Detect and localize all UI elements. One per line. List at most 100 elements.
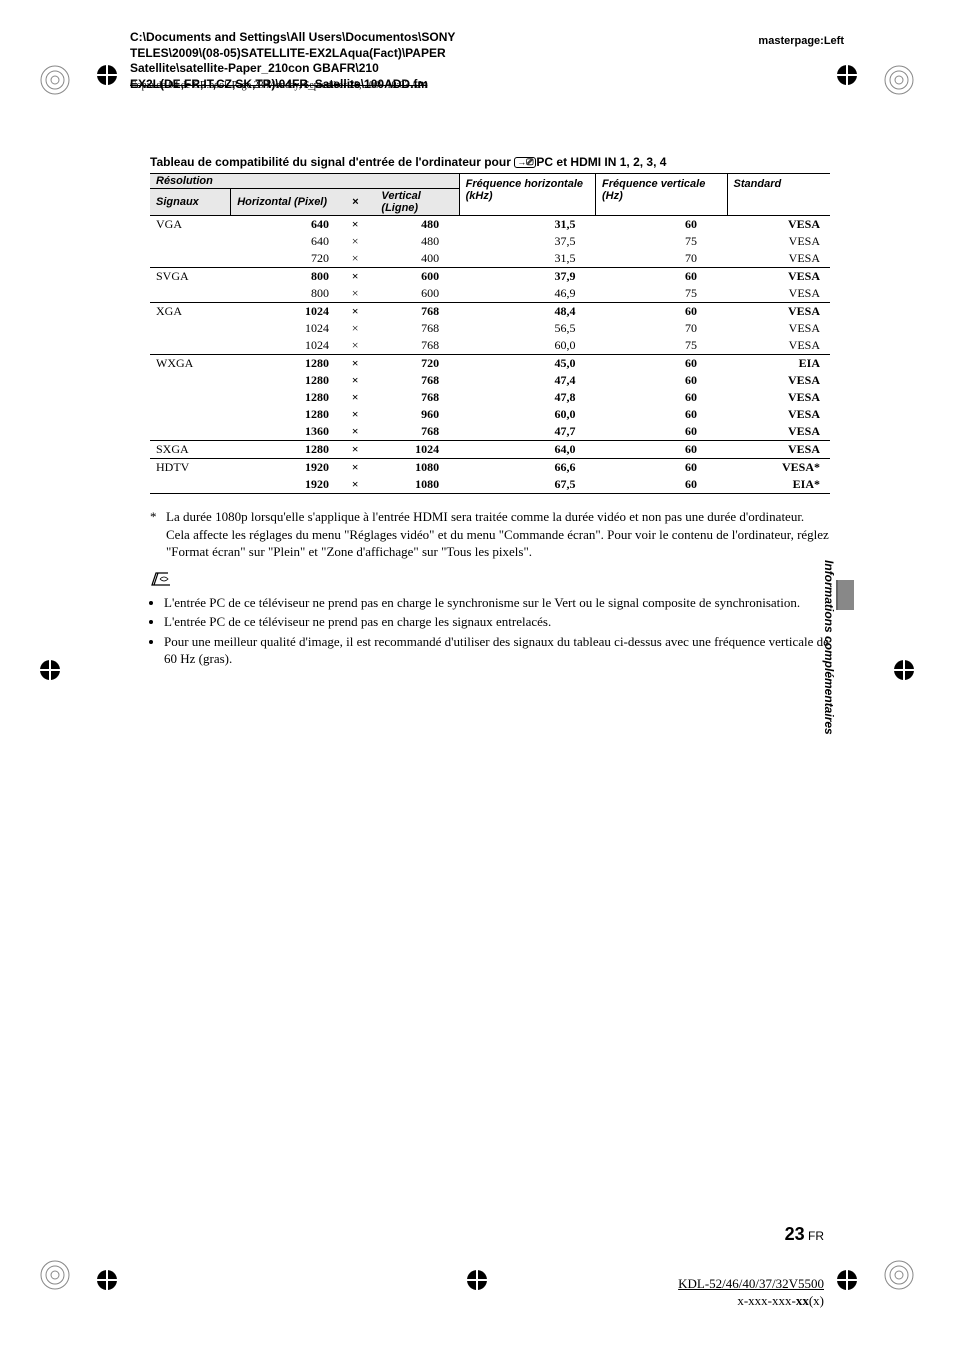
table-cell: × <box>335 216 375 234</box>
table-cell <box>150 372 231 389</box>
table-row: 1360×76847,760VESA <box>150 423 830 441</box>
table-cell: 1024 <box>231 337 335 355</box>
table-cell: SXGA <box>150 441 231 459</box>
table-cell: 56,5 <box>459 320 595 337</box>
table-cell: × <box>335 303 375 321</box>
table-title: Tableau de compatibilité du signal d'ent… <box>150 155 830 169</box>
table-row: 640×48037,575VESA <box>150 233 830 250</box>
title-suffix: PC et HDMI IN 1, 2, 3, 4 <box>536 155 666 169</box>
note-bullet-2: Pour une meilleur qualité d'image, il es… <box>164 633 830 668</box>
table-cell: 46,9 <box>459 285 595 303</box>
pc-input-icon: →⎚ <box>514 157 536 168</box>
footnote-text: La durée 1080p lorsqu'elle s'applique à … <box>166 508 830 561</box>
table-cell: 37,5 <box>459 233 595 250</box>
table-cell: × <box>335 459 375 477</box>
table-cell: 66,6 <box>459 459 595 477</box>
table-cell: EIA* <box>727 476 830 494</box>
table-cell: × <box>335 320 375 337</box>
crop-mark-bot-left-2 <box>92 1265 122 1295</box>
table-cell: 480 <box>375 216 459 234</box>
th-freq-h: Fréquence horizontale (kHz) <box>459 174 595 216</box>
table-cell: × <box>335 268 375 286</box>
table-row: WXGA1280×72045,060EIA <box>150 355 830 373</box>
table-cell: 768 <box>375 423 459 441</box>
crop-mark-bot-left <box>35 1255 75 1295</box>
table-cell: 720 <box>375 355 459 373</box>
table-row: 1280×76847,460VESA <box>150 372 830 389</box>
table-cell: 768 <box>375 320 459 337</box>
table-cell: × <box>335 233 375 250</box>
table-cell: 600 <box>375 268 459 286</box>
footnote: * La durée 1080p lorsqu'elle s'applique … <box>150 508 830 561</box>
footer-line2: x-xxx-xxx-xx(x) <box>678 1293 824 1310</box>
table-cell: 60 <box>596 459 728 477</box>
table-cell: EIA <box>727 355 830 373</box>
table-cell: 70 <box>596 320 728 337</box>
table-cell: VGA <box>150 216 231 234</box>
table-cell: × <box>335 406 375 423</box>
path-line-2: Satellite\satellite-Paper_210con GBAFR\2… <box>130 61 455 77</box>
strike-revision-line: Copia de 04 de GB.book Page 23 Monday, S… <box>130 80 427 91</box>
table-cell: 60 <box>596 441 728 459</box>
table-cell: 47,8 <box>459 389 595 406</box>
table-cell: 1280 <box>231 389 335 406</box>
th-standard: Standard <box>727 174 830 216</box>
table-cell: 60 <box>596 406 728 423</box>
table-cell: 60 <box>596 423 728 441</box>
table-cell: VESA <box>727 441 830 459</box>
crop-mark-mid-right <box>889 655 919 685</box>
notes-list: L'entrée PC de ce téléviseur ne prend pa… <box>150 594 830 668</box>
table-cell: 640 <box>231 216 335 234</box>
th-signaux: Signaux <box>150 189 231 216</box>
table-cell: × <box>335 423 375 441</box>
crop-mark-mid-left <box>35 655 65 685</box>
table-cell: × <box>335 372 375 389</box>
table-cell: 67,5 <box>459 476 595 494</box>
table-row: SVGA800×60037,960VESA <box>150 268 830 286</box>
table-cell: 31,5 <box>459 250 595 268</box>
table-cell: 1080 <box>375 459 459 477</box>
table-cell: 48,4 <box>459 303 595 321</box>
table-cell: × <box>335 355 375 373</box>
table-cell <box>150 406 231 423</box>
title-prefix: Tableau de compatibilité du signal d'ent… <box>150 155 514 169</box>
table-cell <box>150 423 231 441</box>
table-row: VGA640×48031,560VESA <box>150 216 830 234</box>
table-cell: 1360 <box>231 423 335 441</box>
table-cell <box>150 337 231 355</box>
table-cell: 60,0 <box>459 337 595 355</box>
table-cell: VESA <box>727 303 830 321</box>
resolution-header: Résolution <box>150 174 459 189</box>
table-cell: 600 <box>375 285 459 303</box>
table-cell: 47,4 <box>459 372 595 389</box>
crop-mark-bot-center <box>462 1265 492 1295</box>
table-row: HDTV1920×108066,660VESA* <box>150 459 830 477</box>
table-cell: 640 <box>231 233 335 250</box>
crop-mark-top-left-2 <box>92 60 122 90</box>
main-content: Tableau de compatibilité du signal d'ent… <box>150 155 830 670</box>
crop-mark-top-right <box>879 60 919 100</box>
table-cell: 31,5 <box>459 216 595 234</box>
table-cell: WXGA <box>150 355 231 373</box>
table-cell: 1024 <box>375 441 459 459</box>
table-cell: 800 <box>231 268 335 286</box>
table-row: SXGA1280×102464,060VESA <box>150 441 830 459</box>
table-cell: 1280 <box>231 355 335 373</box>
table-cell: 1024 <box>231 303 335 321</box>
table-cell: VESA <box>727 423 830 441</box>
note-bullet-1: L'entrée PC de ce téléviseur ne prend pa… <box>164 613 830 631</box>
table-cell: 768 <box>375 303 459 321</box>
table-cell: 75 <box>596 285 728 303</box>
table-cell: 400 <box>375 250 459 268</box>
table-row: 1024×76856,570VESA <box>150 320 830 337</box>
side-section-label: Informations complémentaires <box>822 560 836 735</box>
crop-mark-bot-right-2 <box>832 1265 862 1295</box>
table-cell: 60 <box>596 389 728 406</box>
table-cell: × <box>335 337 375 355</box>
table-cell: 47,7 <box>459 423 595 441</box>
note-bullet-0: L'entrée PC de ce téléviseur ne prend pa… <box>164 594 830 612</box>
table-cell: 1080 <box>375 476 459 494</box>
table-cell <box>150 476 231 494</box>
side-tab-marker <box>836 580 854 610</box>
table-cell: 70 <box>596 250 728 268</box>
